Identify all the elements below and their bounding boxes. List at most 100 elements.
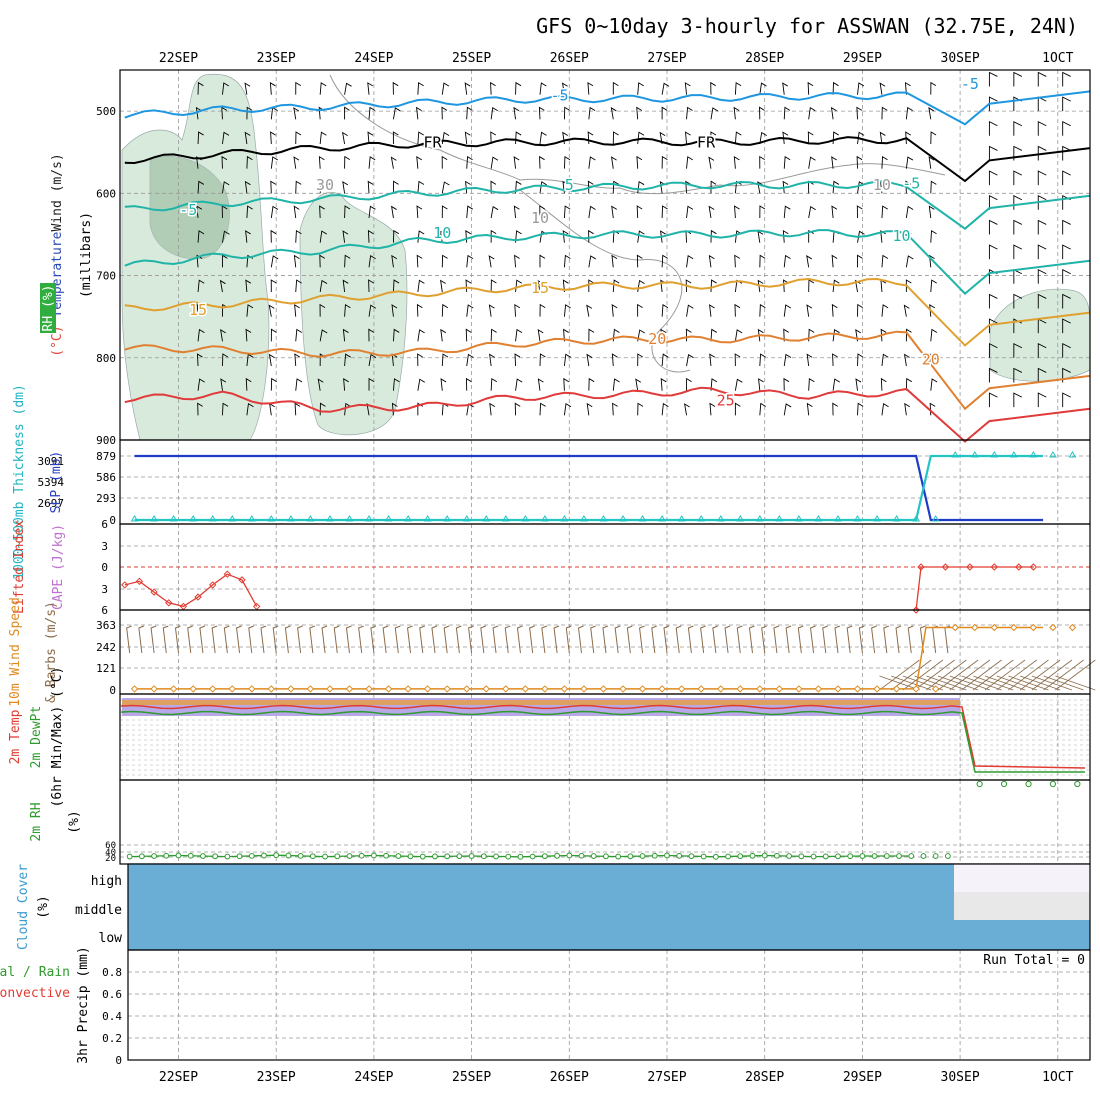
wind-barb <box>661 205 668 219</box>
wind-barb <box>832 81 839 95</box>
wind-barb <box>197 180 205 194</box>
stability-panel: 6 3 0 3 6 Lifted Index CAPE (J/kg) <box>12 518 1091 617</box>
wind10-barb <box>406 625 413 654</box>
rh2m-marker <box>896 853 902 859</box>
wind10-barb <box>822 625 828 654</box>
rh2m-marker <box>456 853 463 860</box>
wind10-barb <box>949 659 991 691</box>
wind-barb <box>637 329 645 342</box>
cloud-level-label: middle <box>75 903 122 918</box>
thickness-marker <box>951 451 960 458</box>
wind-barb <box>1062 219 1071 235</box>
thickness-marker <box>736 515 745 522</box>
wind10-barb <box>651 625 657 654</box>
precip-convective-label: Convective <box>0 986 70 1001</box>
wind-barb <box>661 106 668 120</box>
wind-barb <box>246 304 254 317</box>
temp-max-band <box>122 700 960 705</box>
wind10-barb <box>614 625 621 654</box>
rh2m-marker <box>236 853 243 860</box>
thickness-marker <box>267 515 276 522</box>
wind-barb <box>905 106 913 120</box>
wind-barb <box>368 353 377 367</box>
wind-barb <box>636 254 643 268</box>
rh2m-unit: (%) <box>67 810 82 833</box>
wind10-barb <box>1031 659 1073 691</box>
wind-barb <box>783 353 792 367</box>
wind-barb <box>513 205 520 219</box>
wind-barb <box>904 81 911 95</box>
wind-barb <box>466 304 474 317</box>
rh-region <box>149 156 230 260</box>
wind10-barb <box>553 625 560 654</box>
wind-barb <box>563 328 569 342</box>
rh2m-marker <box>358 852 365 859</box>
thickness-marker <box>1009 451 1018 458</box>
wind10-marker <box>580 685 588 693</box>
wind-barb <box>391 254 398 268</box>
date-label-top: 27SEP <box>647 51 686 66</box>
wind10-barb <box>150 625 157 654</box>
wind-barb <box>537 328 544 342</box>
wind-barb <box>514 353 521 367</box>
wind-barb <box>220 378 227 391</box>
wind-barb <box>857 131 865 145</box>
wind10-barb <box>419 625 425 654</box>
wind-barb <box>783 328 789 342</box>
wind-barb <box>537 378 544 391</box>
rh2m-marker <box>517 853 524 860</box>
wind-barb <box>928 156 935 169</box>
slp-tick: 0 <box>109 514 116 527</box>
wind-barb <box>832 353 838 367</box>
wind-barb <box>466 156 473 169</box>
wind-barb <box>562 279 569 293</box>
wind10-barb <box>236 625 242 654</box>
wind-barb <box>367 229 374 243</box>
rh2m-marker <box>725 853 731 860</box>
temp2m-panel: 2m Temp 2m DewPt (6hr Min/Max) (°C) <box>8 667 1091 807</box>
precip-frame <box>127 949 1091 1061</box>
cloud-level-label: high <box>91 874 122 889</box>
wind-barb <box>197 328 205 342</box>
wind-barb <box>1013 195 1023 210</box>
pressure-tick: 700 <box>96 270 116 283</box>
wind10-frame <box>119 609 1091 695</box>
wind-barb <box>514 303 521 317</box>
wind10-marker <box>502 685 510 693</box>
wind-barb <box>490 205 499 219</box>
wind-barb <box>612 180 619 194</box>
wind-barb <box>686 106 693 120</box>
wind10-barb <box>358 625 364 654</box>
wind-barb <box>344 82 352 95</box>
wind-barb <box>734 279 743 293</box>
wind-barb <box>1062 121 1071 136</box>
wind-barb <box>588 255 596 268</box>
isotherm-label: 10 <box>892 227 910 245</box>
wind-barb <box>880 230 886 243</box>
precip-total-label: Total / Rain <box>0 965 70 980</box>
wind10-marker <box>228 685 236 693</box>
wind-barb <box>757 279 764 293</box>
wind-barb <box>709 304 715 317</box>
rh2m-marker <box>261 852 267 859</box>
wind-barb <box>270 180 277 194</box>
wind10-barb <box>590 625 596 654</box>
wind-barb <box>294 402 301 416</box>
wind10-marker <box>931 685 940 693</box>
wind-barb <box>562 230 569 243</box>
thickness-marker <box>834 515 842 522</box>
isotherm-label: 10 <box>873 176 891 194</box>
wind-barb <box>417 180 425 194</box>
wind-barb <box>441 254 448 268</box>
wind-barb <box>563 304 571 317</box>
wind-barb <box>342 279 349 293</box>
date-label-top: 28SEP <box>745 51 784 66</box>
wind-barb <box>610 107 617 120</box>
wind-barb <box>685 328 692 342</box>
wind-barb <box>196 303 203 317</box>
wind-barb <box>1013 367 1023 383</box>
wind-barb <box>295 131 302 145</box>
wind-barb <box>342 131 348 145</box>
wind-barb <box>318 155 325 169</box>
wind-barb <box>733 156 740 169</box>
